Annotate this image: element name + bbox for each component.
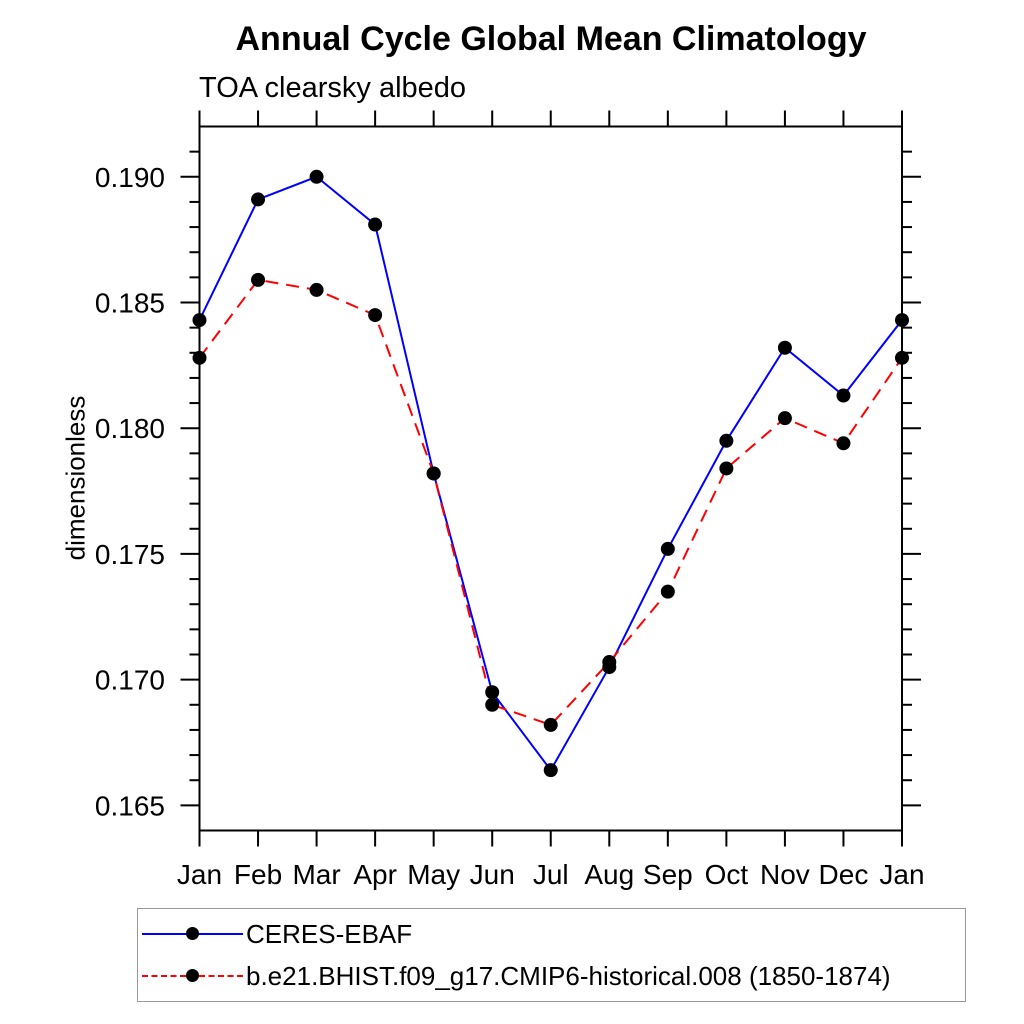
svg-text:Apr: Apr xyxy=(353,859,397,890)
svg-text:0.165: 0.165 xyxy=(95,790,165,821)
svg-text:Nov: Nov xyxy=(760,859,810,890)
svg-text:0.180: 0.180 xyxy=(95,413,165,444)
legend-item: b.e21.BHIST.f09_g17.CMIP6-historical.008… xyxy=(142,955,965,997)
chart-subtitle: TOA clearsky albedo xyxy=(199,72,467,104)
legend-line-sample xyxy=(142,969,243,983)
svg-text:May: May xyxy=(407,859,460,890)
svg-text:0.190: 0.190 xyxy=(95,162,165,193)
svg-text:Feb: Feb xyxy=(234,859,282,890)
svg-text:0.170: 0.170 xyxy=(95,665,165,696)
svg-text:Jan: Jan xyxy=(177,859,222,890)
svg-text:Aug: Aug xyxy=(584,859,634,890)
svg-text:Jul: Jul xyxy=(533,859,569,890)
legend-marker-icon xyxy=(186,969,199,982)
svg-text:Sep: Sep xyxy=(643,859,693,890)
legend-item: CERES-EBAF xyxy=(142,913,965,955)
legend: CERES-EBAF b.e21.BHIST.f09_g17.CMIP6-his… xyxy=(137,908,966,1002)
legend-marker-icon xyxy=(186,927,199,940)
chart-title: Annual Cycle Global Mean Climatology xyxy=(235,20,867,58)
svg-text:Oct: Oct xyxy=(705,859,749,890)
svg-text:Mar: Mar xyxy=(292,859,340,890)
svg-text:0.175: 0.175 xyxy=(95,539,165,570)
svg-text:0.185: 0.185 xyxy=(95,288,165,319)
legend-label: CERES-EBAF xyxy=(246,918,413,949)
svg-text:Jan: Jan xyxy=(879,859,924,890)
svg-text:Dec: Dec xyxy=(819,859,869,890)
legend-label: b.e21.BHIST.f09_g17.CMIP6-historical.008… xyxy=(246,960,891,991)
legend-line-sample xyxy=(142,927,243,941)
svg-text:Jun: Jun xyxy=(470,859,515,890)
